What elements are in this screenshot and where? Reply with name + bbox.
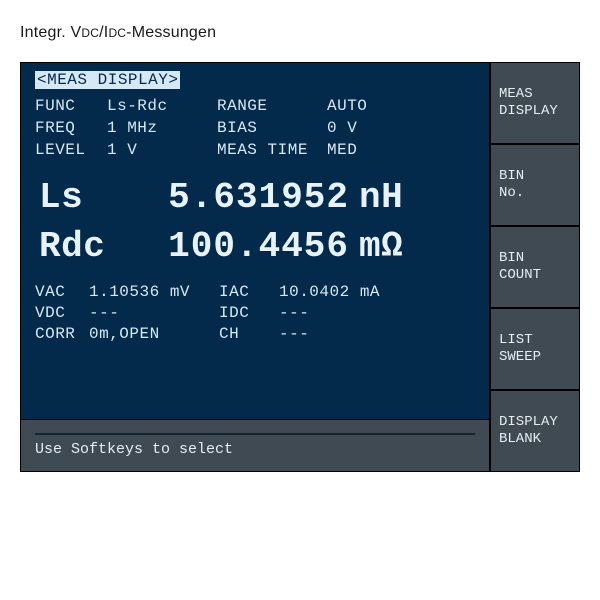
softkey-label: BIN bbox=[499, 168, 524, 186]
sub-readings: VAC 1.10536 mV IAC 10.0402 mA VDC --- ID… bbox=[35, 283, 475, 343]
ch-value: --- bbox=[279, 325, 475, 343]
vdc-value: --- bbox=[89, 304, 219, 322]
freq-label: FREQ bbox=[35, 119, 107, 137]
content-area: <MEAS DISPLAY> FUNC Ls-Rdc RANGE AUTO FR… bbox=[21, 63, 489, 419]
softkey-label: COUNT bbox=[499, 267, 541, 285]
iac-value: 10.0402 mA bbox=[279, 283, 475, 301]
level-label: LEVEL bbox=[35, 141, 107, 159]
softkey-label: LIST bbox=[499, 332, 533, 350]
softkey-display-blank[interactable]: DISPLAY BLANK bbox=[491, 391, 579, 471]
param-grid: FUNC Ls-Rdc RANGE AUTO FREQ 1 MHz BIAS 0… bbox=[35, 97, 475, 159]
mtime-label: MEAS TIME bbox=[217, 141, 327, 159]
caption-sub2: DC bbox=[108, 26, 126, 40]
secondary-reading: Rdc 100.4456 mΩ bbox=[39, 226, 475, 267]
caption-text-post: -Messungen bbox=[126, 24, 216, 41]
status-bar: Use Softkeys to select bbox=[21, 419, 489, 471]
ch-label: CH bbox=[219, 325, 279, 343]
vac-label: VAC bbox=[35, 283, 89, 301]
vac-value: 1.10536 mV bbox=[89, 283, 219, 301]
figure-caption: Integr. VDC/IDC-Messungen bbox=[20, 24, 216, 42]
vdc-label: VDC bbox=[35, 304, 89, 322]
screen-title: <MEAS DISPLAY> bbox=[35, 71, 180, 89]
bias-value[interactable]: 0 V bbox=[327, 119, 475, 137]
idc-label: IDC bbox=[219, 304, 279, 322]
func-label: FUNC bbox=[35, 97, 107, 115]
idc-value: --- bbox=[279, 304, 475, 322]
softkey-label: MEAS bbox=[499, 86, 533, 104]
func-value[interactable]: Ls-Rdc bbox=[107, 97, 217, 115]
softkey-label: No. bbox=[499, 185, 524, 203]
secondary-unit: mΩ bbox=[359, 226, 424, 267]
page: Integr. VDC/IDC-Messungen <MEAS DISPLAY>… bbox=[0, 0, 600, 600]
range-value[interactable]: AUTO bbox=[327, 97, 475, 115]
instrument-screen: <MEAS DISPLAY> FUNC Ls-Rdc RANGE AUTO FR… bbox=[20, 62, 580, 472]
softkey-bin-count[interactable]: BIN COUNT bbox=[491, 227, 579, 309]
bias-label: BIAS bbox=[217, 119, 327, 137]
range-label: RANGE bbox=[217, 97, 327, 115]
softkey-label: DISPLAY bbox=[499, 103, 558, 121]
softkey-label: DISPLAY bbox=[499, 414, 558, 432]
corr-value: 0m,OPEN bbox=[89, 325, 219, 343]
softkey-label: SWEEP bbox=[499, 349, 541, 367]
primary-reading: Ls 5.631952 nH bbox=[39, 177, 475, 218]
mtime-value[interactable]: MED bbox=[327, 141, 475, 159]
level-value[interactable]: 1 V bbox=[107, 141, 217, 159]
primary-unit: nH bbox=[359, 177, 424, 218]
status-divider bbox=[35, 433, 475, 435]
primary-value: 5.631952 bbox=[124, 177, 359, 218]
corr-label: CORR bbox=[35, 325, 89, 343]
secondary-label: Rdc bbox=[39, 226, 124, 267]
status-message: Use Softkeys to select bbox=[35, 441, 475, 458]
caption-sub1: DC bbox=[81, 26, 99, 40]
softkey-label: BLANK bbox=[499, 431, 541, 449]
freq-value[interactable]: 1 MHz bbox=[107, 119, 217, 137]
softkey-column: MEAS DISPLAY BIN No. BIN COUNT LIST SWEE… bbox=[489, 63, 579, 471]
iac-label: IAC bbox=[219, 283, 279, 301]
softkey-list-sweep[interactable]: LIST SWEEP bbox=[491, 309, 579, 391]
softkey-label: BIN bbox=[499, 250, 524, 268]
softkey-bin-no[interactable]: BIN No. bbox=[491, 145, 579, 227]
main-panel: <MEAS DISPLAY> FUNC Ls-Rdc RANGE AUTO FR… bbox=[21, 63, 489, 471]
secondary-value: 100.4456 bbox=[124, 226, 359, 267]
softkey-meas-display[interactable]: MEAS DISPLAY bbox=[491, 63, 579, 145]
primary-label: Ls bbox=[39, 177, 124, 218]
caption-text-pre: Integr. V bbox=[20, 24, 81, 41]
